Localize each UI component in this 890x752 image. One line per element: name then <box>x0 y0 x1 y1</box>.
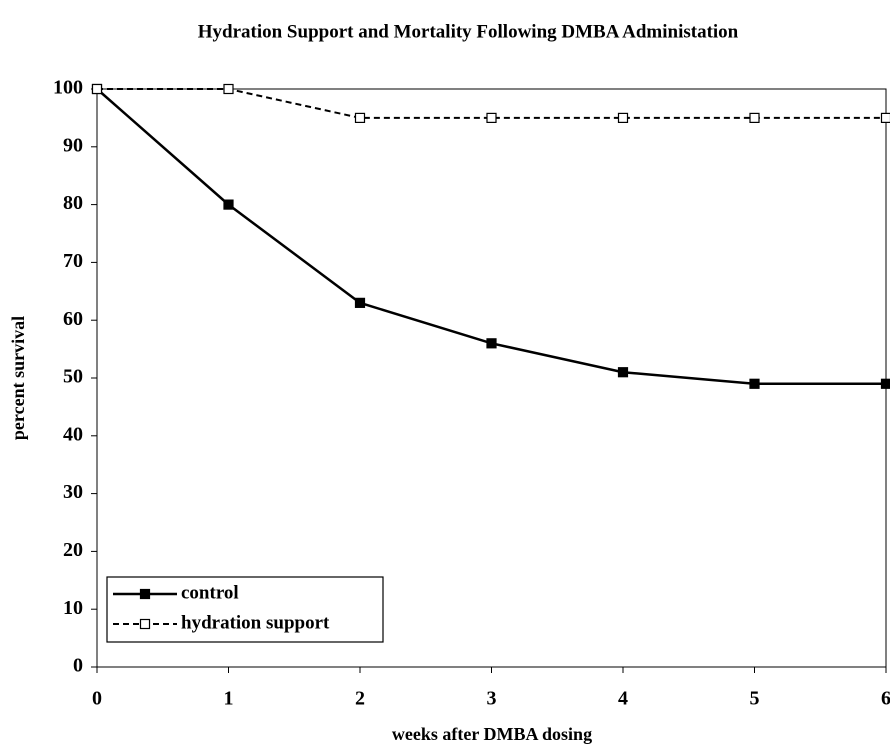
y-tick-label: 30 <box>63 481 83 503</box>
point <box>619 113 628 122</box>
point <box>224 85 233 94</box>
point <box>356 298 365 307</box>
x-tick-label: 1 <box>224 688 234 710</box>
marker <box>487 113 496 122</box>
x-tick-label: 4 <box>618 688 628 710</box>
marker <box>487 339 496 348</box>
y-tick-label: 90 <box>63 134 83 156</box>
y-tick-label: 80 <box>63 192 83 214</box>
marker <box>356 113 365 122</box>
legend-marker <box>141 620 150 629</box>
legend: control hydration support <box>107 577 383 642</box>
point <box>882 379 890 388</box>
point <box>356 113 365 122</box>
y-tick-label: 10 <box>63 597 83 619</box>
y-tick-label: 70 <box>63 250 83 272</box>
x-tick-label: 6 <box>881 688 890 710</box>
point <box>487 113 496 122</box>
y-tick-label: 0 <box>73 655 83 677</box>
point <box>93 85 102 94</box>
marker <box>619 113 628 122</box>
x-tick-label: 3 <box>487 688 497 710</box>
legend-label: hydration support <box>181 612 330 633</box>
x-tick-label: 5 <box>750 688 760 710</box>
marker <box>882 113 890 122</box>
marker <box>619 368 628 377</box>
y-tick-label: 60 <box>63 308 83 330</box>
y-tick-label: 50 <box>63 366 83 388</box>
marker <box>750 113 759 122</box>
marker <box>750 379 759 388</box>
legend-marker <box>141 590 150 599</box>
marker <box>356 298 365 307</box>
chart-title: Hydration Support and Mortality Followin… <box>198 21 739 42</box>
x-axis-label: weeks after DMBA dosing <box>392 724 592 744</box>
legend-label: control <box>181 582 239 603</box>
y-tick-label: 100 <box>53 77 83 99</box>
point <box>224 200 233 209</box>
y-tick-label: 20 <box>63 539 83 561</box>
marker <box>93 85 102 94</box>
point <box>750 379 759 388</box>
y-tick-label: 40 <box>63 423 83 445</box>
point <box>619 368 628 377</box>
marker <box>224 200 233 209</box>
x-tick-label: 0 <box>92 688 102 710</box>
point <box>750 113 759 122</box>
point <box>487 339 496 348</box>
marker <box>882 379 890 388</box>
x-tick-label: 2 <box>355 688 365 710</box>
marker <box>224 85 233 94</box>
point <box>882 113 890 122</box>
y-axis-label: percent survival <box>8 316 28 440</box>
